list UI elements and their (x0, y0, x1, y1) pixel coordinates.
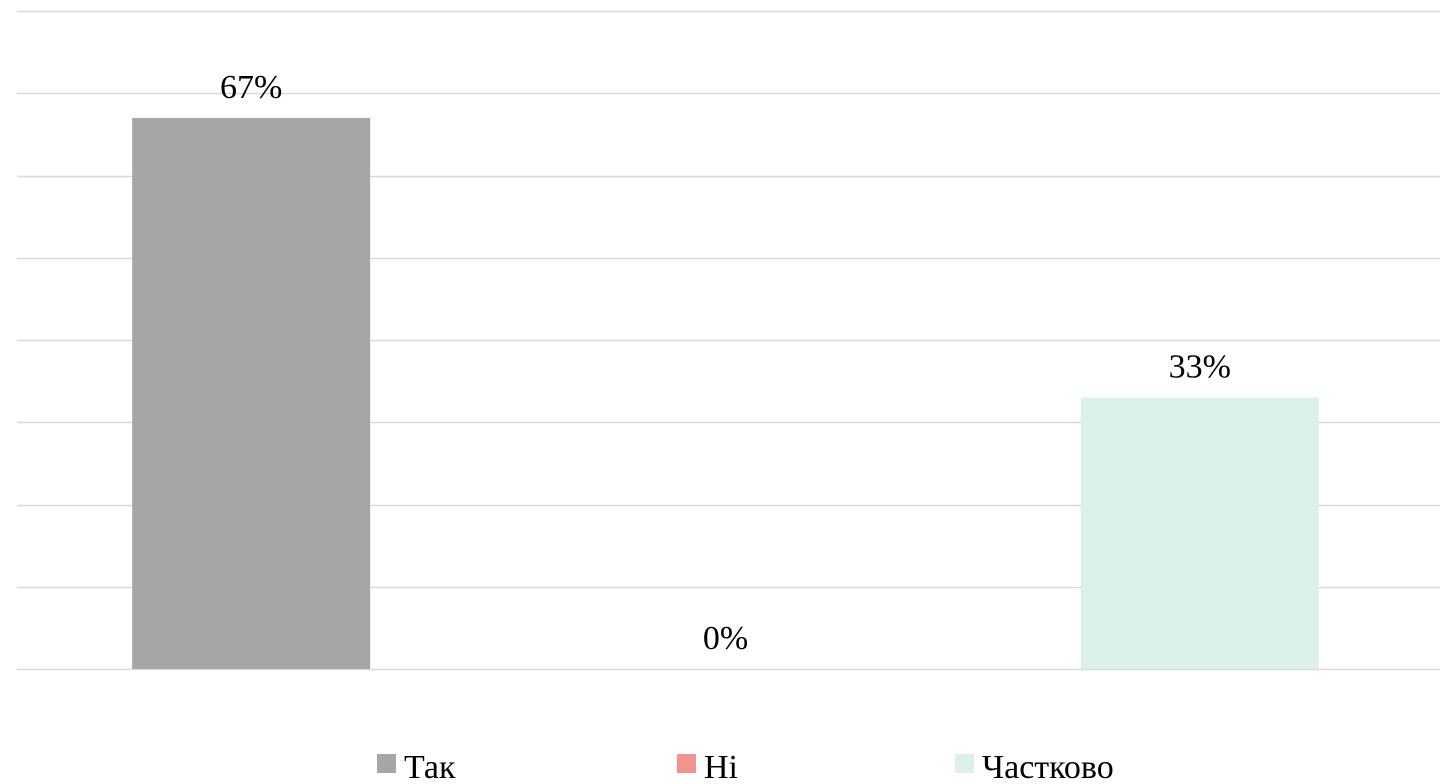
legend-swatch (955, 754, 974, 773)
data-label: 67% (220, 69, 282, 106)
data-labels: 67% 0% 33% (220, 69, 1231, 657)
legend: Так Ні Частково (377, 749, 1114, 784)
bars (132, 117, 1319, 670)
data-label: 33% (1169, 349, 1231, 386)
legend-label: Так (404, 749, 456, 784)
bar-3 (1080, 397, 1319, 669)
legend-label: Ні (704, 749, 738, 784)
data-label: 0% (703, 620, 748, 657)
legend-swatch (677, 754, 696, 773)
legend-swatch (377, 754, 396, 773)
bar-1 (132, 117, 371, 670)
legend-label: Частково (982, 749, 1114, 784)
